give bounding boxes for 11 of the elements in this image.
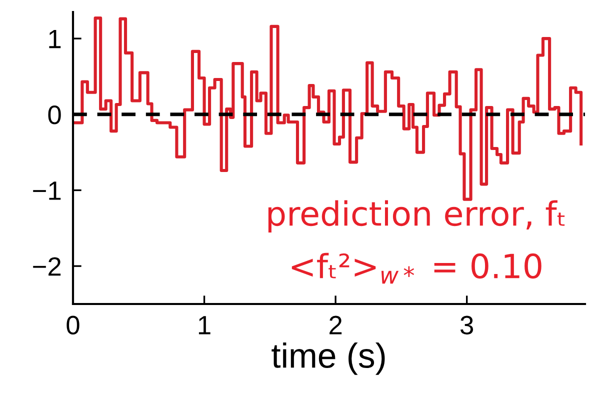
x-tick-label: 0	[66, 316, 80, 334]
x-axis-title: time (s)	[272, 342, 385, 375]
y-tick-label: −1	[33, 182, 61, 200]
y-tick-label: 0	[48, 106, 61, 124]
annotation: prediction error, fₜ	[268, 200, 565, 233]
x-tick-label: 1	[198, 316, 210, 334]
annotation: <fₜ²>$_{w*}$ = 0.10	[292, 252, 542, 284]
x-tick-label: 3	[460, 316, 474, 334]
y-tick-label: 1	[49, 30, 61, 48]
y-tick-label: −2	[33, 257, 61, 276]
x-tick-label: 2	[330, 316, 342, 334]
